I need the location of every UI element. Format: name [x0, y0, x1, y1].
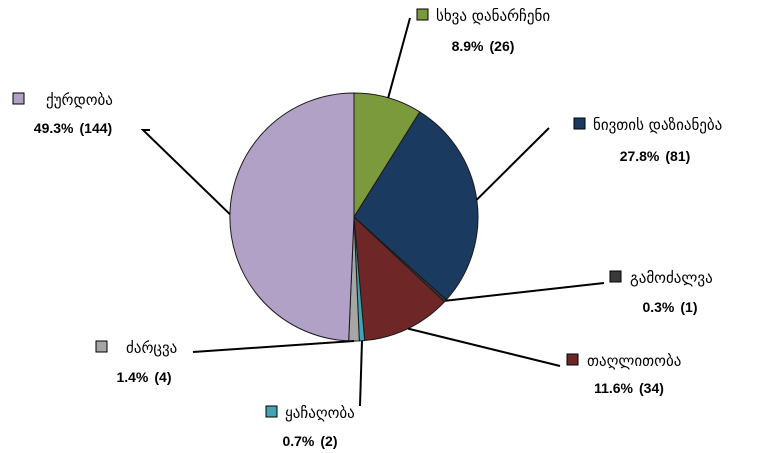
- slice-label-property-damage: ნივთის დაზიანება: [593, 116, 722, 134]
- label-group-property-damage: ნივთის დაზიანება 27.8% (81): [573, 116, 722, 164]
- leader-line-theft: [140, 129, 231, 216]
- legend-swatch-robbery: [265, 405, 278, 418]
- pie-slice-property-damage: [353, 111, 479, 301]
- slice-value-extortion: 0.3% (1): [642, 299, 697, 315]
- slice-label-mugging: ძარცვა: [126, 339, 177, 357]
- pie-slices: [229, 92, 479, 342]
- leader-line-property-damage: [476, 127, 550, 201]
- slice-value-property-damage: 27.8% (81): [620, 148, 691, 164]
- slice-label-other: სხვა დანარჩენი: [436, 7, 550, 25]
- legend-swatch-other: [416, 8, 429, 21]
- leader-line-fraud: [407, 327, 561, 367]
- legend-swatch-extortion: [609, 270, 622, 283]
- label-group-fraud: თაღლითობა 11.6% (34): [566, 352, 681, 396]
- label-group-other: სხვა დანარჩენი 8.9% (26): [416, 7, 550, 54]
- leader-lines: [140, 17, 605, 407]
- slice-label-robbery: ყაჩაღობა: [285, 404, 355, 422]
- slice-value-robbery: 0.7% (2): [282, 433, 337, 449]
- slice-label-fraud: თაღლითობა: [587, 352, 681, 370]
- leader-line-extortion: [445, 282, 605, 302]
- label-group-robbery: ყაჩაღობა 0.7% (2): [265, 404, 355, 449]
- slice-value-other: 8.9% (26): [452, 38, 515, 54]
- label-group-extortion: გამოძალვა 0.3% (1): [609, 269, 713, 315]
- legend-swatch-theft: [12, 92, 25, 105]
- legend-swatch-fraud: [566, 353, 579, 366]
- slice-value-mugging: 1.4% (4): [116, 369, 171, 385]
- legend-swatch-mugging: [95, 340, 108, 353]
- slice-value-theft: 49.3% (144): [34, 120, 112, 136]
- leader-line-mugging: [192, 340, 355, 353]
- slice-label-extortion: გამოძალვა: [630, 269, 713, 287]
- slice-label-theft: ქურდობა: [46, 91, 113, 109]
- slice-value-fraud: 11.6% (34): [594, 380, 664, 396]
- label-group-mugging: ძარცვა 1.4% (4): [95, 339, 177, 385]
- pie-slice-theft: [229, 92, 355, 342]
- leader-line-robbery: [359, 340, 363, 407]
- leader-line-other: [387, 17, 411, 99]
- legend-swatch-property-damage: [573, 117, 586, 130]
- label-group-theft: ქურდობა 49.3% (144): [12, 91, 113, 136]
